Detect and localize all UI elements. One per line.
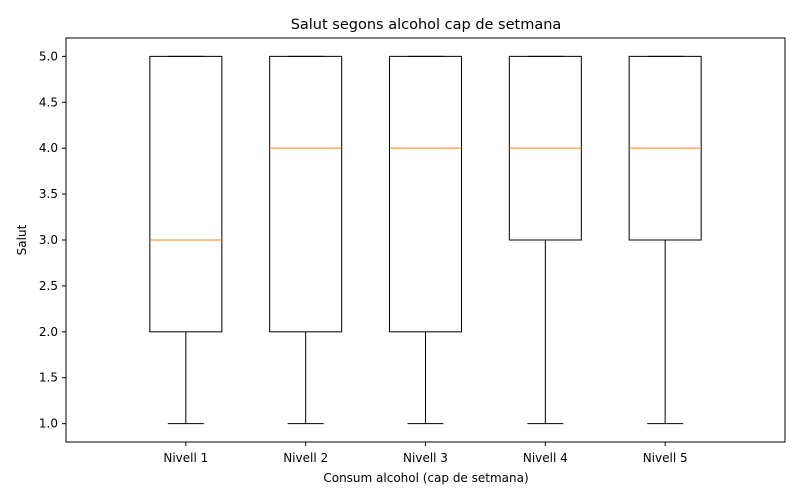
box-group [508, 55, 582, 425]
y-tick-label: 5.0 [39, 49, 58, 63]
y-tick-label: 1.0 [39, 417, 58, 431]
box-group [149, 55, 223, 425]
y-axis-label: Salut [15, 224, 29, 255]
y-tick-label: 1.5 [39, 371, 58, 385]
x-tick-label: Nivell 3 [403, 451, 448, 465]
box-iqr [269, 55, 343, 333]
x-tick-label: Nivell 4 [523, 451, 568, 465]
y-tick-label: 3.5 [39, 187, 58, 201]
x-axis-label: Consum alcohol (cap de setmana) [323, 471, 528, 485]
box-group [628, 55, 702, 425]
box-iqr [149, 55, 223, 333]
y-tick-label: 4.0 [39, 141, 58, 155]
x-axis: Nivell 1 Nivell 2 Nivell 3 Nivell 4 Nivell 5 [163, 442, 688, 465]
chart-title: Salut segons alcohol cap de setmana [291, 17, 562, 33]
box-iqr [389, 55, 462, 333]
y-tick-label: 3.0 [39, 233, 58, 247]
y-axis: 1.0 1.5 2.0 2.5 3.0 3.5 4.0 4.5 5.0 [39, 49, 66, 431]
y-tick-label: 2.0 [39, 325, 58, 339]
x-tick-label: Nivell 5 [643, 451, 688, 465]
y-tick-label: 4.5 [39, 95, 58, 109]
box-group [389, 55, 462, 425]
box-group [269, 55, 343, 425]
x-tick-label: Nivell 1 [163, 451, 208, 465]
x-tick-label: Nivell 2 [283, 451, 328, 465]
boxes [149, 55, 702, 425]
y-tick-label: 2.5 [39, 279, 58, 293]
